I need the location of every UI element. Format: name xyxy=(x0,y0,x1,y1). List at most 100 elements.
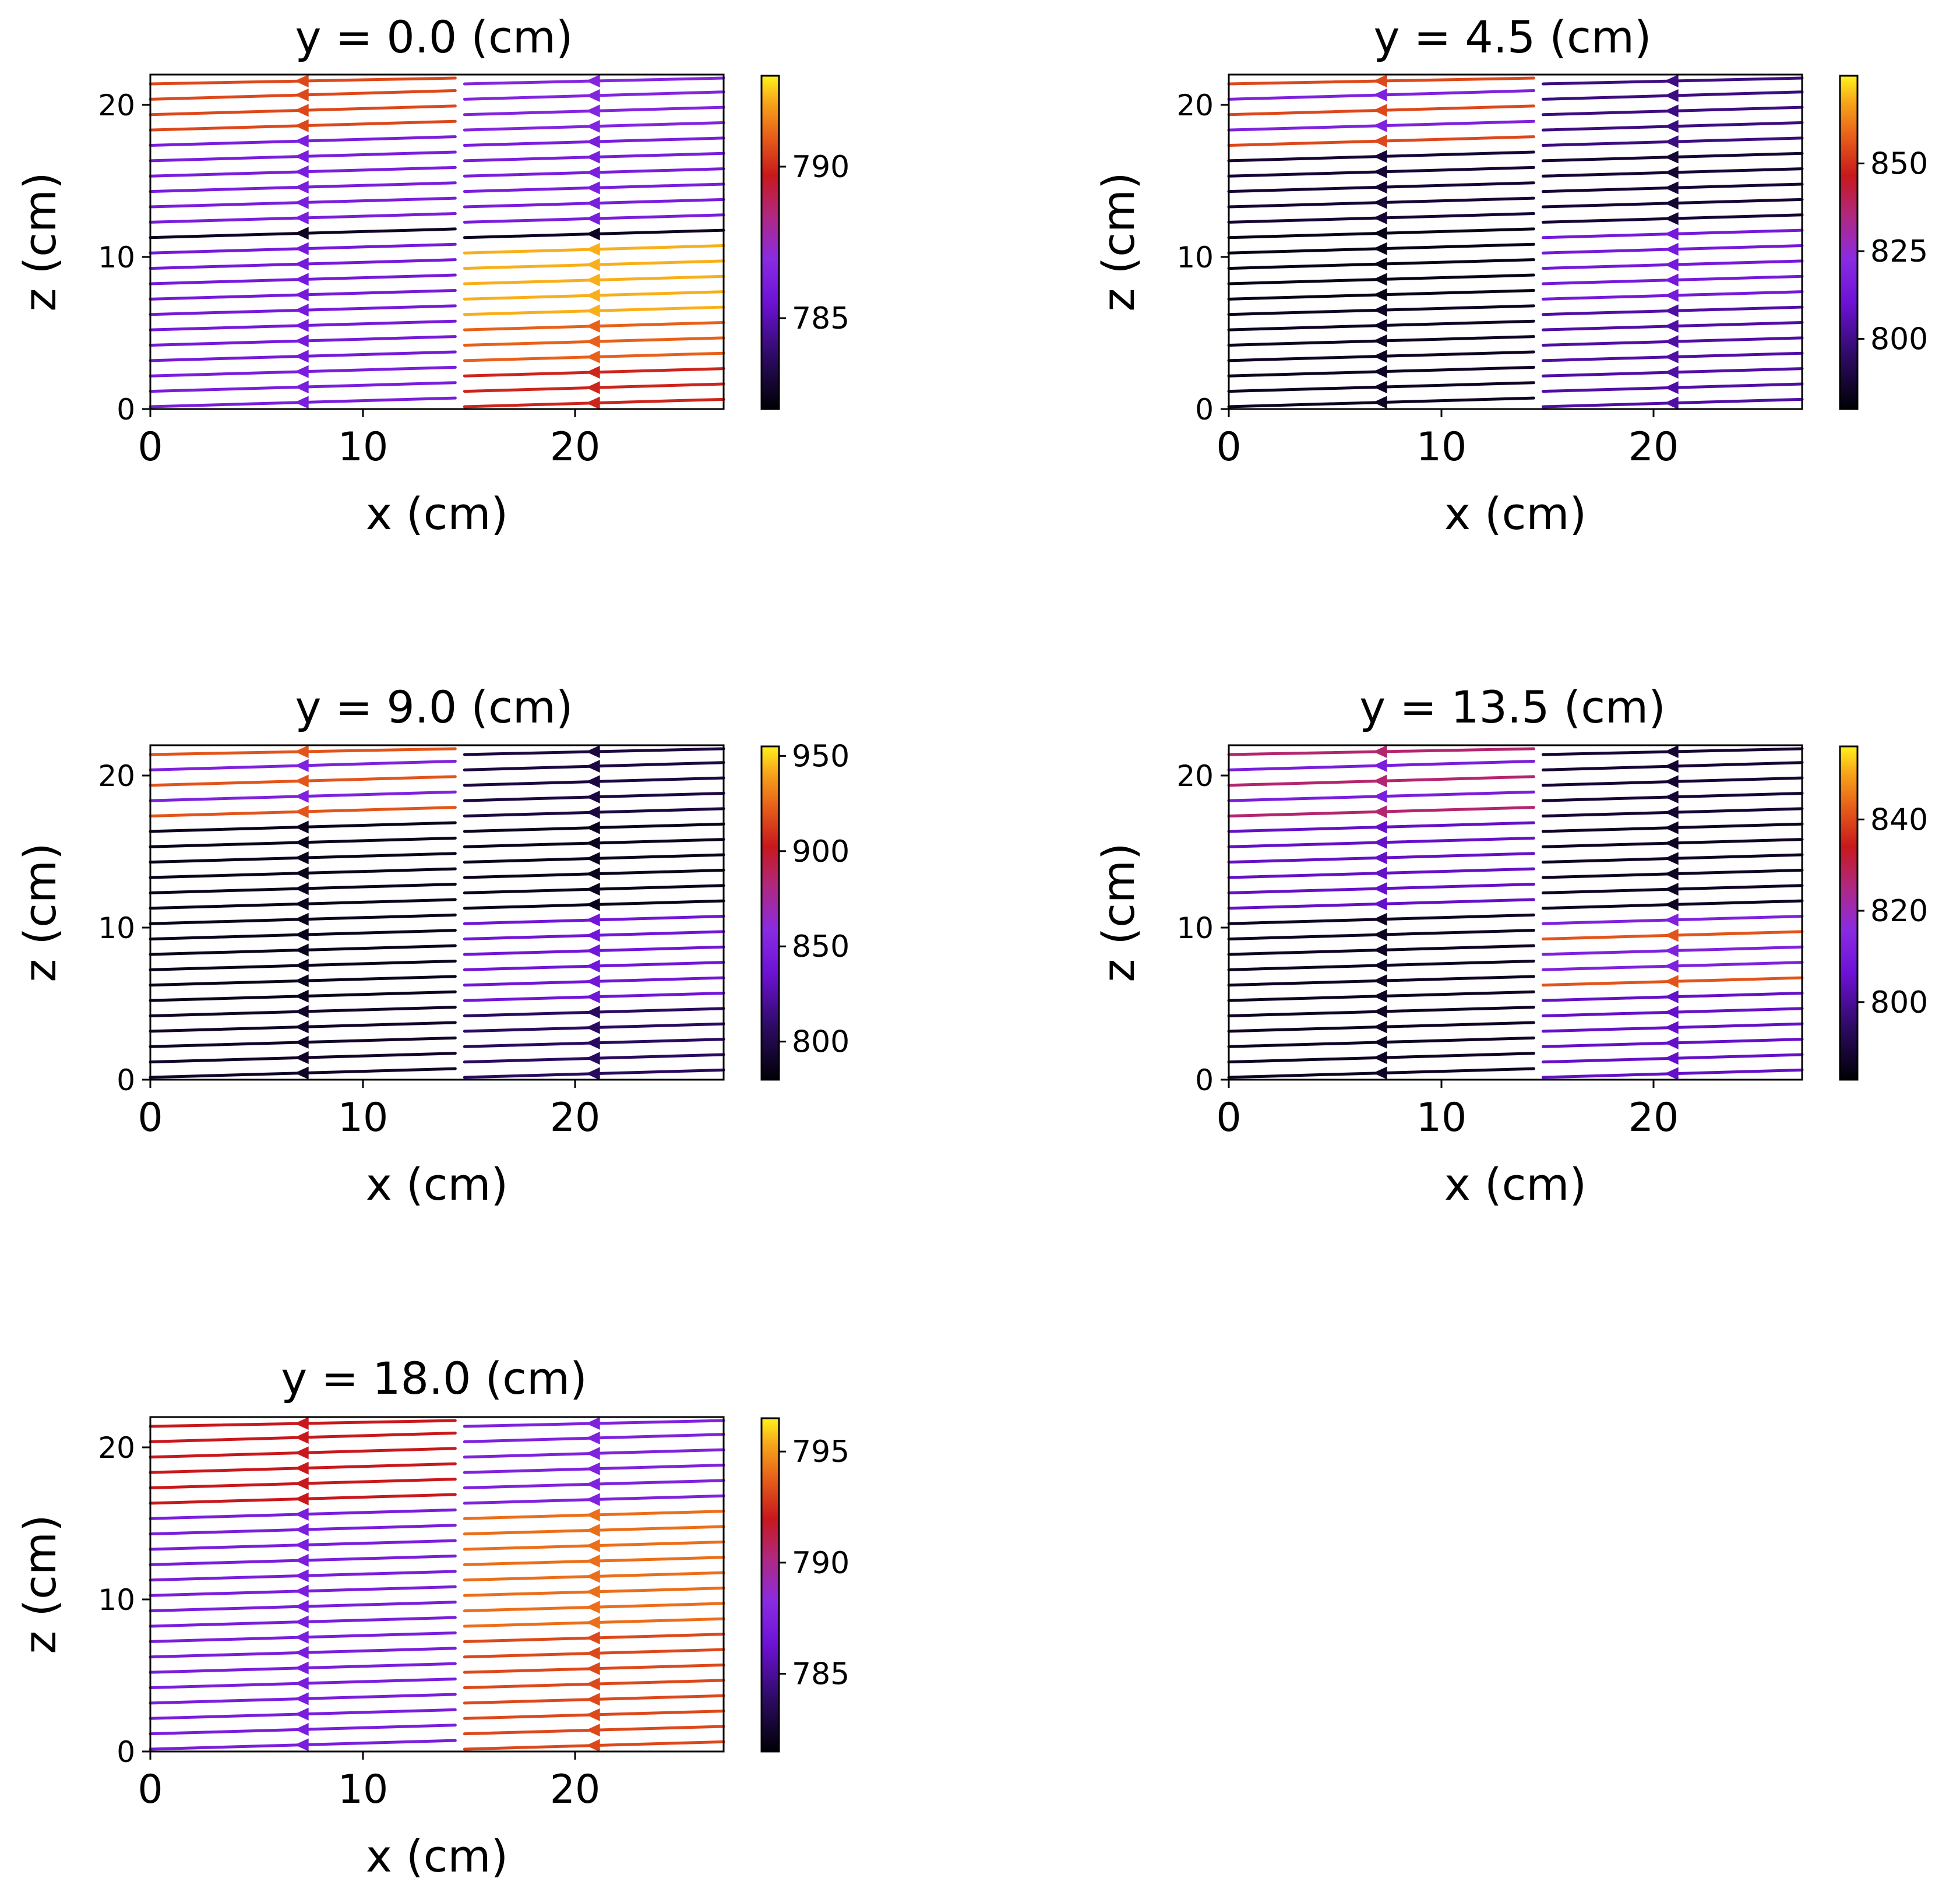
flow-arrow xyxy=(294,288,309,301)
colorbar-ticks: 785 790 795 xyxy=(779,1435,849,1692)
flow-arrow xyxy=(294,1738,309,1751)
x-axis-label: x (cm) xyxy=(366,488,508,540)
flow-arrow xyxy=(586,304,600,318)
flow-arrow xyxy=(586,898,600,911)
flow-arrow xyxy=(294,897,309,911)
flow-arrow xyxy=(586,1508,600,1521)
flow-arrow xyxy=(586,1539,600,1552)
flow-arrow xyxy=(294,258,309,271)
x-axis-label: x (cm) xyxy=(1444,1158,1587,1210)
flow-arrow xyxy=(1373,350,1387,363)
flow-arrow xyxy=(294,334,309,348)
flow-arrow xyxy=(294,1461,309,1475)
flow-arrow xyxy=(294,928,309,942)
flow-arrow xyxy=(586,790,600,803)
flow-arrow xyxy=(1664,75,1679,87)
streamplot-panel-y0: y = 0.0 (cm) 0 10 20 0 10 20 x (cm) z (c… xyxy=(14,11,849,540)
plot-frame xyxy=(1228,73,1803,410)
flow-arrow xyxy=(294,1677,309,1690)
flow-arrow xyxy=(1373,943,1387,957)
flow-arrow xyxy=(1664,196,1679,210)
colorbar-ticks: 785 790 xyxy=(779,150,849,336)
flow-arrow xyxy=(294,1600,309,1613)
flow-arrow xyxy=(1664,227,1679,241)
flow-arrow xyxy=(586,1662,600,1675)
flow-arrow xyxy=(1373,211,1387,224)
x-tick-label: 20 xyxy=(1628,424,1679,470)
flow-arrow xyxy=(294,836,309,849)
flow-arrow xyxy=(1373,820,1387,834)
flow-arrow xyxy=(294,1615,309,1629)
flow-arrow xyxy=(1373,88,1387,101)
flow-arrow xyxy=(1664,242,1679,256)
flow-arrow xyxy=(1373,380,1387,394)
flow-arrow xyxy=(586,745,600,758)
flow-arrow xyxy=(586,273,600,287)
colorbar-tick-label: 850 xyxy=(792,929,849,964)
streamlines xyxy=(149,1417,725,1752)
flow-arrow xyxy=(1373,119,1387,132)
flow-arrow xyxy=(1373,75,1387,87)
x-tick-marks xyxy=(149,1751,576,1760)
flow-arrow xyxy=(1373,759,1387,772)
flow-arrow xyxy=(586,196,600,210)
flow-arrow xyxy=(1373,258,1387,271)
colorbar-tick-label: 825 xyxy=(1870,234,1928,269)
x-tick-label: 0 xyxy=(138,1767,163,1813)
y-tick-label: 0 xyxy=(117,393,135,427)
flow-arrow xyxy=(294,1492,309,1506)
flow-arrow xyxy=(294,242,309,255)
flow-arrow xyxy=(294,181,309,194)
flow-arrow xyxy=(1373,273,1387,286)
flow-arrow xyxy=(1664,381,1679,394)
flow-arrow xyxy=(1664,960,1679,973)
y-tick-label: 0 xyxy=(117,1063,135,1097)
flow-arrow xyxy=(586,883,600,896)
flow-arrow xyxy=(294,1723,309,1736)
flow-arrow xyxy=(1373,745,1387,758)
flow-arrow xyxy=(586,990,600,1003)
y-axis-label: z (cm) xyxy=(1092,172,1144,311)
flow-arrow xyxy=(586,1616,600,1629)
flow-arrow xyxy=(586,1739,600,1752)
x-tick-label: 10 xyxy=(1416,424,1467,470)
plot-frame xyxy=(1228,744,1803,1081)
flow-arrow xyxy=(294,211,309,224)
flow-arrow xyxy=(1373,196,1387,209)
flow-arrow xyxy=(586,1724,600,1737)
flow-arrow xyxy=(586,242,600,256)
x-tick-label: 10 xyxy=(338,1767,389,1813)
x-tick-label: 20 xyxy=(550,1095,601,1141)
y-tick-label: 0 xyxy=(1195,1063,1214,1097)
flow-arrow xyxy=(1664,350,1679,364)
flow-arrow xyxy=(294,1020,309,1034)
x-tick-label: 0 xyxy=(138,1095,163,1141)
x-axis-label: x (cm) xyxy=(366,1830,508,1882)
flow-arrow xyxy=(586,1006,600,1019)
flow-arrow xyxy=(294,1417,309,1430)
flow-arrow xyxy=(294,365,309,378)
x-tick-marks xyxy=(149,1080,576,1088)
flow-arrow xyxy=(1664,119,1679,133)
flow-arrow xyxy=(586,181,600,195)
streamplot-panel-y18: y = 18.0 (cm) 0 10 20 0 10 20 x (cm) z (… xyxy=(14,1352,849,1882)
y-tick-marks xyxy=(142,1446,150,1753)
flow-arrow xyxy=(1664,181,1679,195)
flow-arrow xyxy=(1664,365,1679,379)
flow-arrow xyxy=(1664,104,1679,118)
flow-arrow xyxy=(586,319,600,333)
panel-title: y = 4.5 (cm) xyxy=(1373,11,1651,63)
flow-arrow xyxy=(1664,319,1679,333)
flow-arrow xyxy=(294,196,309,209)
flow-arrow xyxy=(294,1430,309,1444)
y-tick-label: 10 xyxy=(1176,911,1214,945)
y-tick-label: 0 xyxy=(1195,393,1214,427)
flow-arrow xyxy=(586,212,600,225)
colorbar-tick-label: 800 xyxy=(792,1025,849,1060)
flow-arrow xyxy=(294,1035,309,1049)
flow-arrow xyxy=(586,1462,600,1475)
flow-arrow xyxy=(1664,745,1679,758)
panel-title: y = 18.0 (cm) xyxy=(281,1352,587,1404)
x-axis-label: x (cm) xyxy=(1444,488,1587,540)
